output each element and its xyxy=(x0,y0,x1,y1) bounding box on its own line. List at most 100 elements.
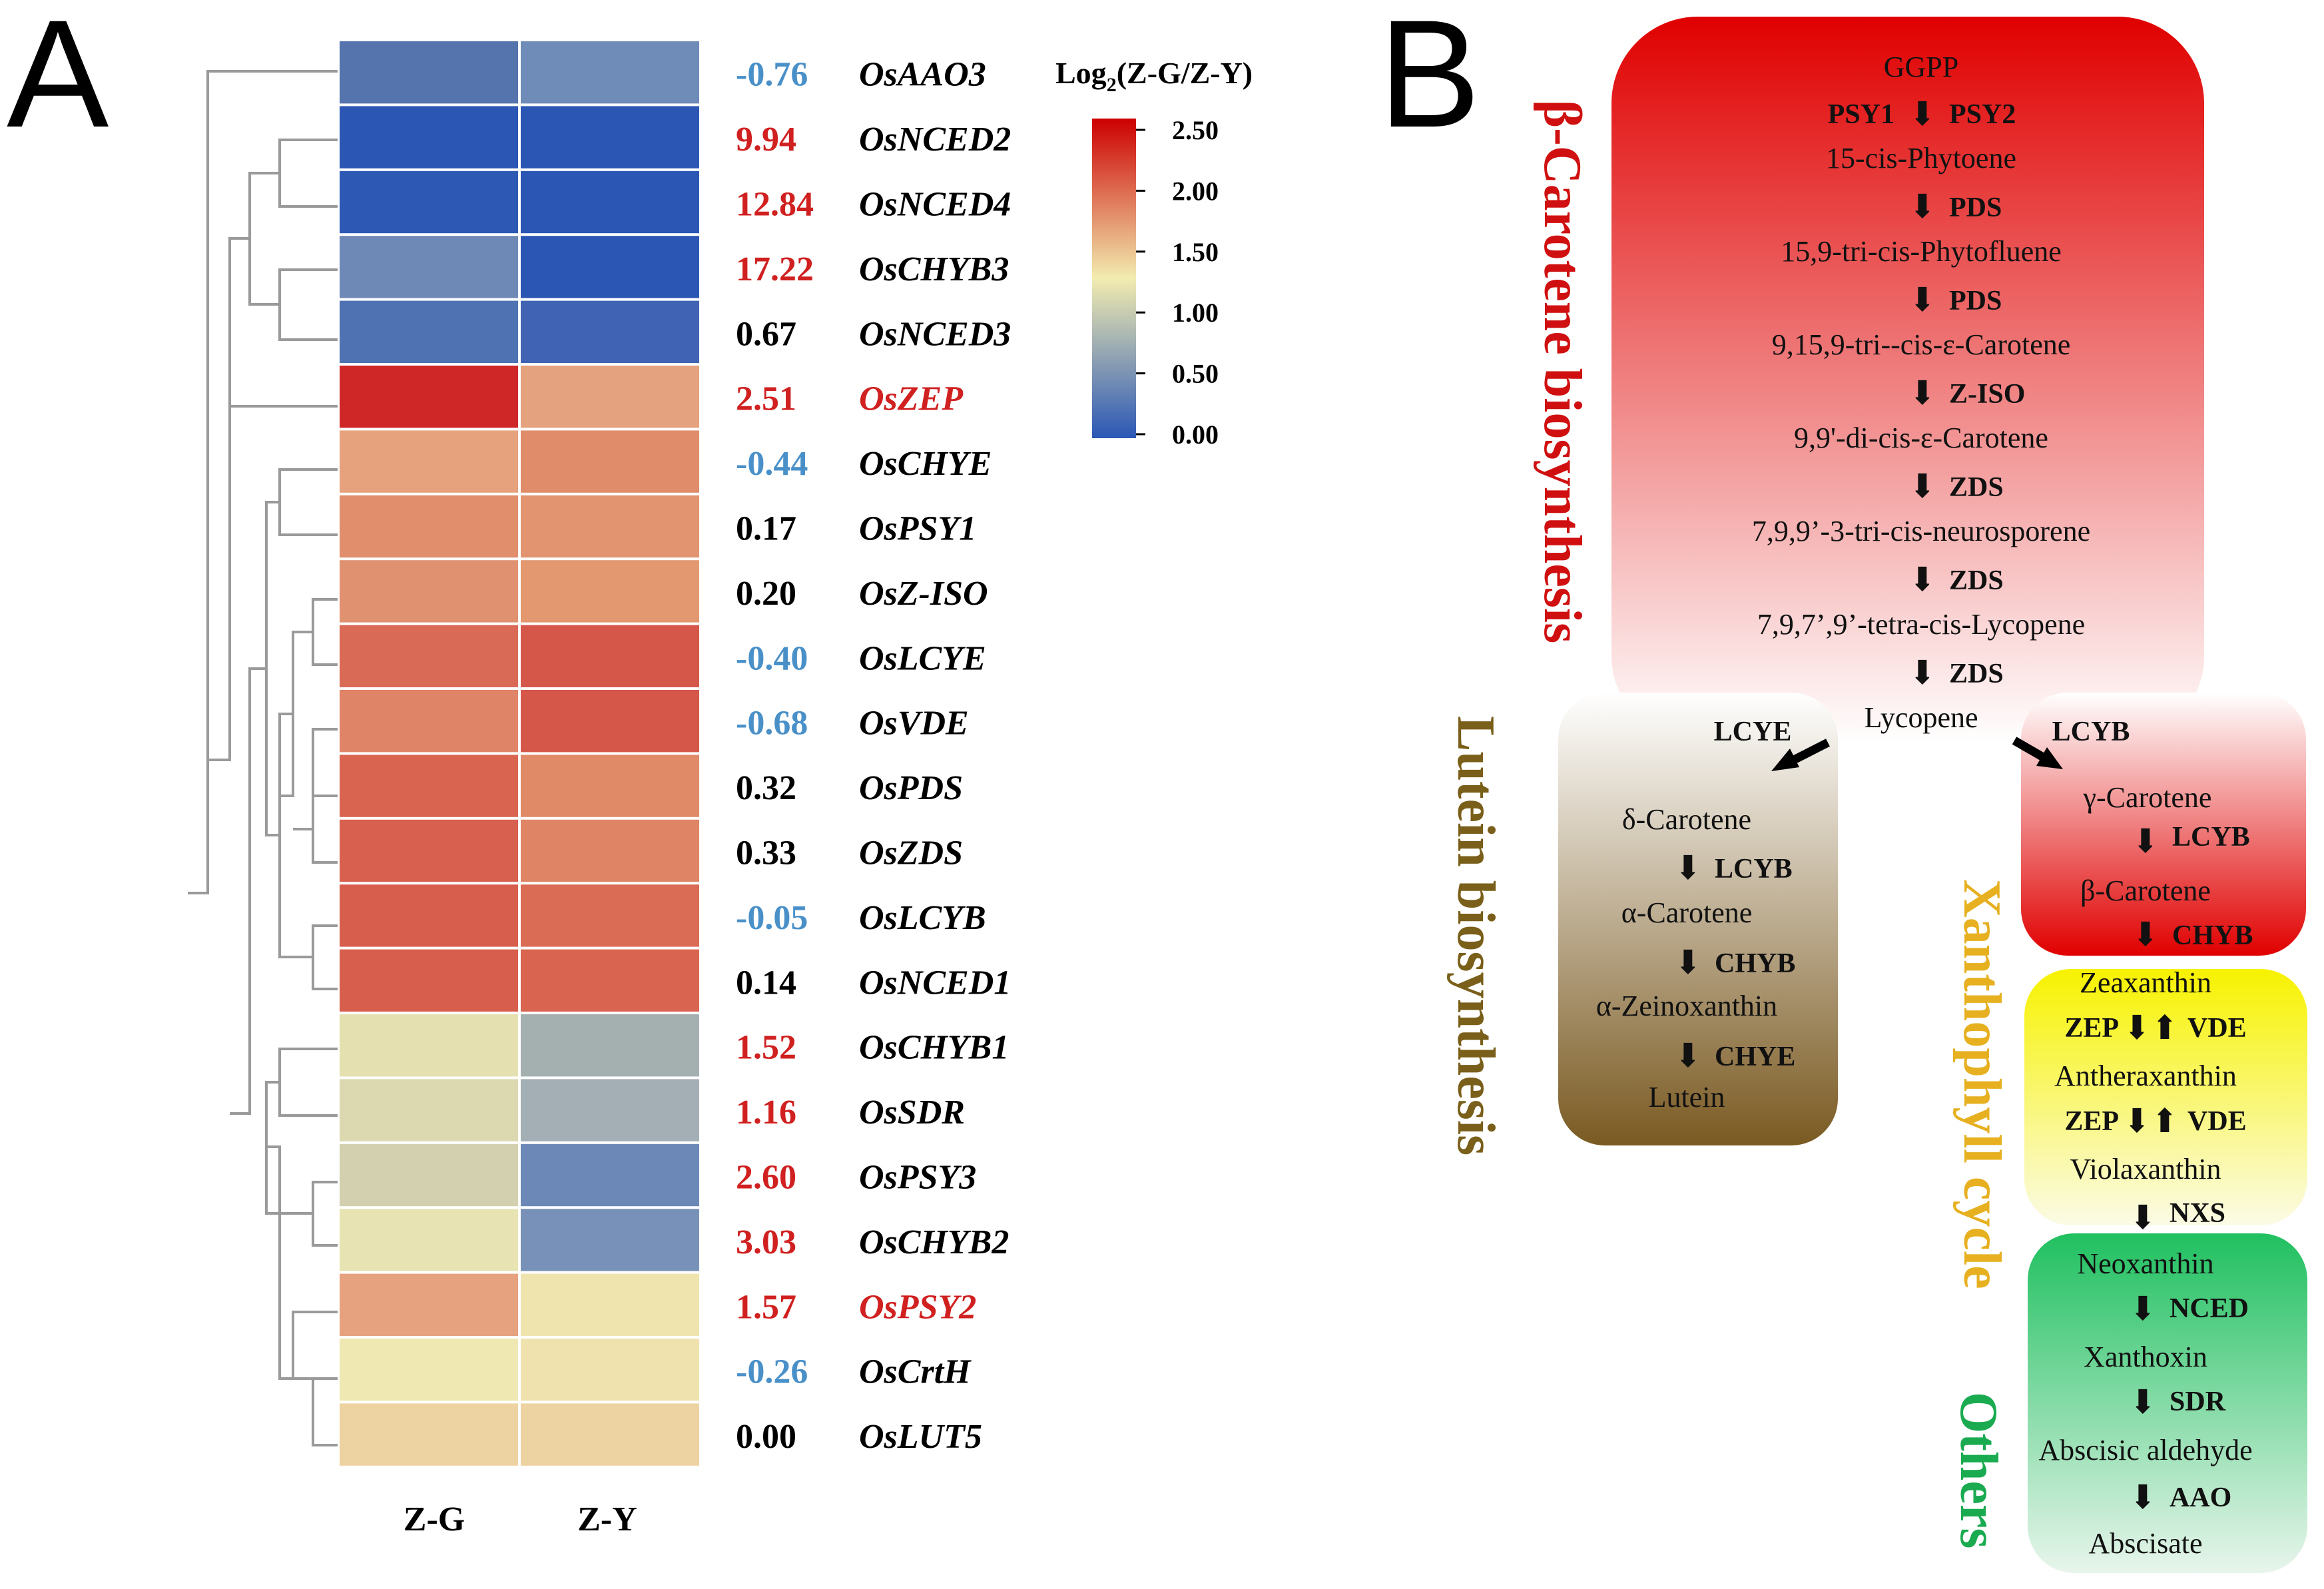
gene-name: OsCHYB2 xyxy=(859,1223,1009,1261)
compound-delta-carotene: δ-Carotene xyxy=(1622,803,1751,836)
arrow-down-icon: ⬇ xyxy=(1908,95,1936,133)
dendrogram xyxy=(188,70,338,1446)
arrow-down-icon: ⬇ xyxy=(1674,944,1702,981)
arrow-down-icon: ⬇ xyxy=(1674,1037,1702,1074)
fold-change-value: 12.84 xyxy=(736,186,814,224)
gene-name: OsCHYB1 xyxy=(859,1029,1009,1067)
carotene-box xyxy=(1611,17,2204,743)
fold-change-value: 0.67 xyxy=(736,315,796,353)
heatmap-cell-zg xyxy=(340,1339,518,1401)
legend-title: Log2(Z-G/Z-Y) xyxy=(1055,56,1253,96)
heatmap-cell-zg xyxy=(340,1143,518,1207)
arrow-down-icon: ⬇ xyxy=(1908,561,1936,598)
fold-change-value: 3.03 xyxy=(736,1223,796,1261)
enzyme-zep-2: ZEP xyxy=(2064,1106,2119,1137)
heatmap-cell-zy xyxy=(521,1403,699,1466)
heatmap-cell-zg xyxy=(340,236,518,298)
compound-ggpp: GGPP xyxy=(1884,51,1959,83)
fold-change-value: -0.68 xyxy=(736,705,808,743)
arrow-down-icon: ⬇ xyxy=(1908,374,1936,412)
arrow-down-icon: ⬇ xyxy=(2132,916,2160,953)
gene-name: OsPSY1 xyxy=(859,510,976,548)
heatmap-cell-zy xyxy=(521,495,699,558)
heatmap-cell-zy xyxy=(521,1273,699,1336)
heatmap-cell-zy xyxy=(521,1209,699,1271)
legend-ticks: 2.50 2.00 1.50 1.00 0.50 0.00 xyxy=(1136,115,1219,450)
enzyme-z-iso: Z-ISO xyxy=(1949,379,2025,410)
lutein-pathway: δ-Carotene ⬇ LCYB α-Carotene ⬇ CHYB α-Ze… xyxy=(1596,803,1796,1113)
compound-antheraxanthin: Antheraxanthin xyxy=(2054,1060,2237,1092)
gene-name: OsNCED3 xyxy=(859,315,1011,353)
enzyme-pds-1: PDS xyxy=(1949,192,2002,223)
compound-alpha-zeinoxanthin: α-Zeinoxanthin xyxy=(1596,990,1777,1022)
compound-lycopene: Lycopene xyxy=(1864,701,1978,734)
gene-name: OsCHYE xyxy=(859,445,992,483)
xanthophyll-pathway: Zeaxanthin ZEP ⬇⬆ VDE Antheraxanthin ZEP… xyxy=(2054,966,2247,1236)
legend-colorbar xyxy=(1092,119,1136,438)
compound-neurosporene: 7,9,9’-3-tri-cis-neurosporene xyxy=(1752,515,2090,547)
arrow-down-icon: ⬇ xyxy=(2129,1199,2157,1236)
heatmap-cell-zy xyxy=(521,170,699,234)
arrow-down-up-icon: ⬇⬆ xyxy=(2123,1102,2179,1139)
heatmap-cell-zy xyxy=(521,430,699,493)
heatmap xyxy=(340,41,699,1466)
column-label-zg: Z-G xyxy=(404,1500,465,1538)
gene-name: OsLUT5 xyxy=(859,1418,982,1456)
arrow-down-icon: ⬇ xyxy=(2129,1290,2157,1327)
fold-change-value: -0.26 xyxy=(736,1353,808,1391)
gene-name: OsLCYB xyxy=(859,899,986,937)
heatmap-cell-zg xyxy=(340,560,518,623)
heatmap-cell-zg xyxy=(340,41,518,104)
heatmap-cell-zy xyxy=(521,884,699,947)
heatmap-cell-zy xyxy=(521,236,699,298)
heatmap-cell-zg xyxy=(340,1403,518,1466)
fold-change-value: 1.16 xyxy=(736,1094,796,1131)
heatmap-cell-zy xyxy=(521,366,699,428)
heatmap-cell-zg xyxy=(340,170,518,234)
legend-tick-label: 0.50 xyxy=(1172,359,1219,389)
heatmap-cell-zg xyxy=(340,1014,518,1077)
gene-name: OsVDE xyxy=(859,705,969,743)
enzyme-nxs: NXS xyxy=(2170,1198,2225,1229)
heatmap-cell-zg xyxy=(340,755,518,817)
beta-carotene-box xyxy=(2021,693,2306,956)
heatmap-cell-zy xyxy=(521,819,699,882)
legend-tick-label: 1.50 xyxy=(1172,237,1219,267)
fold-change-value: 0.20 xyxy=(736,575,796,613)
heatmap-cell-zg xyxy=(340,300,518,363)
enzyme-lcye-branch: LCYE xyxy=(1714,717,1792,747)
branch-arrow-left xyxy=(1789,739,1830,765)
enzyme-nced: NCED xyxy=(2170,1293,2249,1324)
heatmap-cell-zy xyxy=(521,41,699,104)
enzyme-zds-2: ZDS xyxy=(1949,565,2004,596)
others-pathway: Neoxanthin ⬇ NCED Xanthoxin ⬇ SDR Abscis… xyxy=(2038,1247,2252,1560)
xanthophyll-box xyxy=(2024,969,2307,1225)
fold-change-value: -0.40 xyxy=(736,639,808,677)
legend-tick-label: 2.00 xyxy=(1172,176,1219,206)
gene-name: OsPDS xyxy=(859,769,963,807)
fold-change-value: 1.52 xyxy=(736,1029,796,1067)
compound-xanthoxin: Xanthoxin xyxy=(2084,1341,2207,1373)
arrow-down-icon: ⬇ xyxy=(2129,1383,2157,1421)
lutein-biosynthesis-label: Lutein biosynthesis xyxy=(1446,716,1505,1155)
heatmap-cell-zg xyxy=(340,819,518,882)
legend-tick-label: 2.50 xyxy=(1172,115,1219,145)
enzyme-vde-2: VDE xyxy=(2187,1106,2247,1137)
fold-change-value: -0.44 xyxy=(736,445,808,483)
compound-phytoene: 15-cis-Phytoene xyxy=(1826,142,2016,174)
legend-tick-label: 0.00 xyxy=(1172,420,1219,450)
fold-change-value: 2.51 xyxy=(736,380,796,418)
gene-name: OsSDR xyxy=(859,1094,965,1131)
branch-arrows: LCYE LCYB xyxy=(1714,717,2130,771)
lutein-box xyxy=(1558,693,1838,1145)
fold-change-value: 2.60 xyxy=(736,1159,796,1197)
heatmap-cell-zg xyxy=(340,430,518,493)
enzyme-lcyb-branch: LCYB xyxy=(2052,717,2130,747)
arrow-head-icon xyxy=(1771,749,1799,771)
arrow-down-icon: ⬇ xyxy=(1908,654,1936,691)
heatmap-cell-zy xyxy=(521,949,699,1012)
arrow-down-icon: ⬇ xyxy=(2129,1478,2157,1516)
carotene-biosynthesis-label: β-Carotene biosynthesis xyxy=(1533,100,1592,643)
fold-change-value: -0.05 xyxy=(736,899,808,937)
